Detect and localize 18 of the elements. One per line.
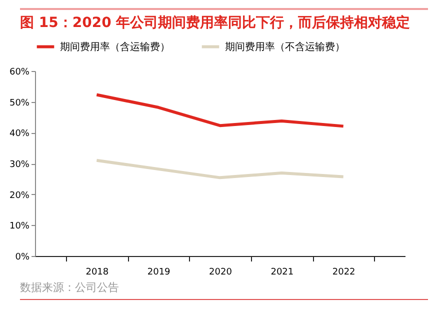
- line-series: [95, 158, 345, 180]
- legend-label: 期间费用率（不含运输费）: [225, 40, 345, 53]
- y-tick-label: 10%: [9, 222, 30, 232]
- y-tick-label: 60%: [9, 68, 30, 78]
- x-tick-label: 2020: [209, 268, 232, 278]
- source-note: 数据来源：公司公告: [20, 280, 428, 300]
- y-tick-label: 50%: [9, 98, 30, 108]
- y-tick-label: 30%: [9, 160, 30, 170]
- x-tick-label: 2019: [147, 268, 171, 278]
- legend-label: 期间费用率（含运输费）: [60, 40, 170, 53]
- chart-title: 图 15：2020 年公司期间费用率同比下行，而后保持相对稳定: [20, 8, 428, 32]
- x-tick-label: 2018: [86, 268, 109, 278]
- y-tick-label: 40%: [9, 129, 30, 140]
- line-series: [95, 93, 345, 128]
- y-tick-label: 0%: [15, 252, 30, 262]
- x-tick-label: 2022: [332, 268, 356, 278]
- y-tick-label: 20%: [9, 190, 30, 201]
- x-tick-label: 2021: [270, 268, 294, 278]
